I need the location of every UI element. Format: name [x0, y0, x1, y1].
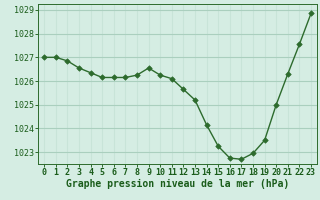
X-axis label: Graphe pression niveau de la mer (hPa): Graphe pression niveau de la mer (hPa): [66, 179, 289, 189]
